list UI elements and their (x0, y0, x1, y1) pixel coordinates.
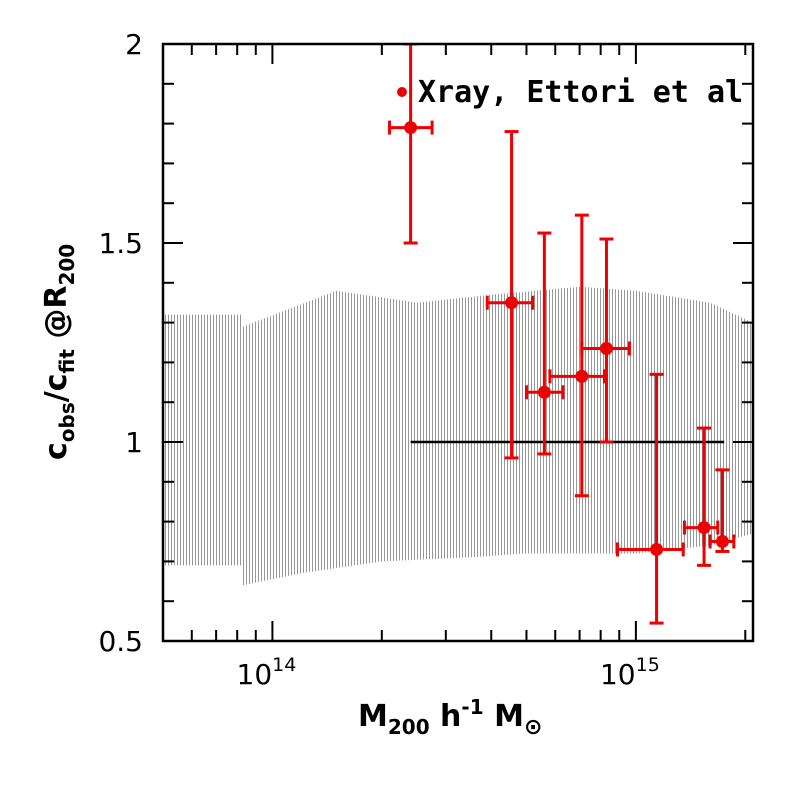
data-point (599, 341, 613, 355)
x-title-sub2: ⊙ (524, 715, 542, 740)
x-title-main: M (358, 699, 388, 734)
y-title-at: @R (39, 286, 74, 350)
legend-marker (397, 87, 407, 97)
data-points-layer (388, 44, 736, 625)
x-tick-exponent: 14 (272, 654, 296, 676)
y-tick-label: 0.5 (98, 625, 143, 658)
y-title-slash: /c (39, 373, 74, 402)
y-title-sub-obs: obs (55, 402, 79, 442)
y-title-sub-200: 200 (55, 244, 79, 286)
plot-frame (161, 42, 755, 643)
x-tick-base: 10 (600, 658, 636, 691)
legend: Xray, Ettori et al (397, 75, 743, 110)
svg-text:cobs/cfit @R200: cobs/cfit @R200 (39, 244, 79, 460)
bands-layer (163, 286, 753, 586)
data-point-group (708, 468, 736, 553)
data-point (650, 542, 664, 556)
data-point (715, 535, 729, 548)
data-point-group (682, 426, 720, 567)
data-point (575, 369, 589, 383)
hatched-band-left (163, 314, 244, 566)
y-axis-title: cobs/cfit @R200 (39, 244, 79, 460)
y-title-sub-fit: fit (55, 349, 79, 374)
y-tick-label: 2 (125, 28, 143, 61)
y-tick-label: 1 (125, 426, 143, 459)
data-point (505, 296, 519, 310)
data-point-group (388, 44, 434, 245)
y-tick-label: 1.5 (98, 227, 143, 260)
data-point-group (615, 372, 685, 625)
x-title-sup: -1 (461, 695, 483, 719)
x-tick-label: 1015 (600, 654, 660, 691)
data-point (404, 121, 418, 135)
x-tick-label: 1014 (237, 654, 297, 691)
x-tick-exponent: 15 (636, 654, 660, 676)
x-title-sub1: 200 (388, 715, 430, 739)
data-point-group (524, 231, 565, 456)
x-tick-base: 10 (237, 658, 273, 691)
hatched-band-right (243, 286, 753, 586)
legend-label: Xray, Ettori et al (418, 75, 743, 110)
data-point-group (485, 130, 535, 460)
y-title-c: c (39, 442, 74, 460)
data-point (537, 385, 551, 399)
svg-text:M200 h-1 M⊙: M200 h-1 M⊙ (358, 695, 542, 740)
data-point (697, 521, 711, 535)
x-title-mid: h (430, 699, 462, 734)
x-axis-title: M200 h-1 M⊙ (358, 695, 542, 740)
x-title-tail: M (484, 699, 524, 734)
data-point-group (580, 237, 631, 444)
